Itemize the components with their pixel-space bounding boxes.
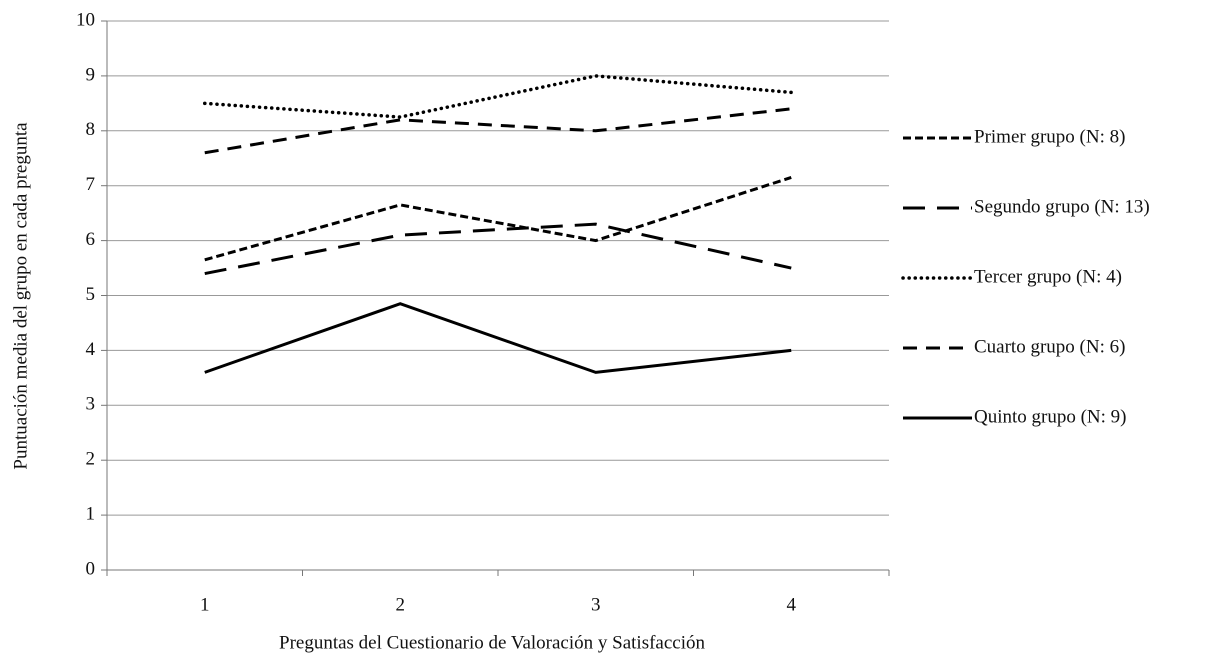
y-tick-label: 10 xyxy=(76,9,95,30)
series-line xyxy=(204,302,792,374)
y-axis-label: Puntuación media del grupo en cada pregu… xyxy=(10,122,31,470)
series-line xyxy=(204,222,792,276)
y-tick-label: 2 xyxy=(86,449,96,470)
x-axis-label: Preguntas del Cuestionario de Valoración… xyxy=(279,632,705,653)
y-tick-label: 3 xyxy=(86,394,96,415)
series-line xyxy=(204,107,792,155)
x-tick-label: 3 xyxy=(591,594,601,615)
x-tick-label: 2 xyxy=(396,594,406,615)
series-line xyxy=(203,74,793,119)
y-tick-label: 1 xyxy=(86,503,96,524)
x-tick-label: 4 xyxy=(787,594,797,615)
y-tick-label: 8 xyxy=(86,119,96,140)
y-tick-label: 9 xyxy=(86,64,96,85)
legend-label: Quinto grupo (N: 9) xyxy=(974,406,1127,427)
y-tick-label: 5 xyxy=(86,284,96,305)
legend-label: Segundo grupo (N: 13) xyxy=(974,196,1150,217)
legend-label: Primer grupo (N: 8) xyxy=(974,126,1125,147)
y-tick-label: 6 xyxy=(86,229,96,250)
y-tick-label: 0 xyxy=(86,558,96,579)
y-tick-label: 4 xyxy=(86,339,96,360)
x-tick-label: 1 xyxy=(200,594,210,615)
legend-label: Cuarto grupo (N: 6) xyxy=(974,336,1125,357)
legend-label: Tercer grupo (N: 4) xyxy=(974,266,1122,287)
y-tick-label: 7 xyxy=(86,174,96,195)
series-line xyxy=(204,176,792,262)
